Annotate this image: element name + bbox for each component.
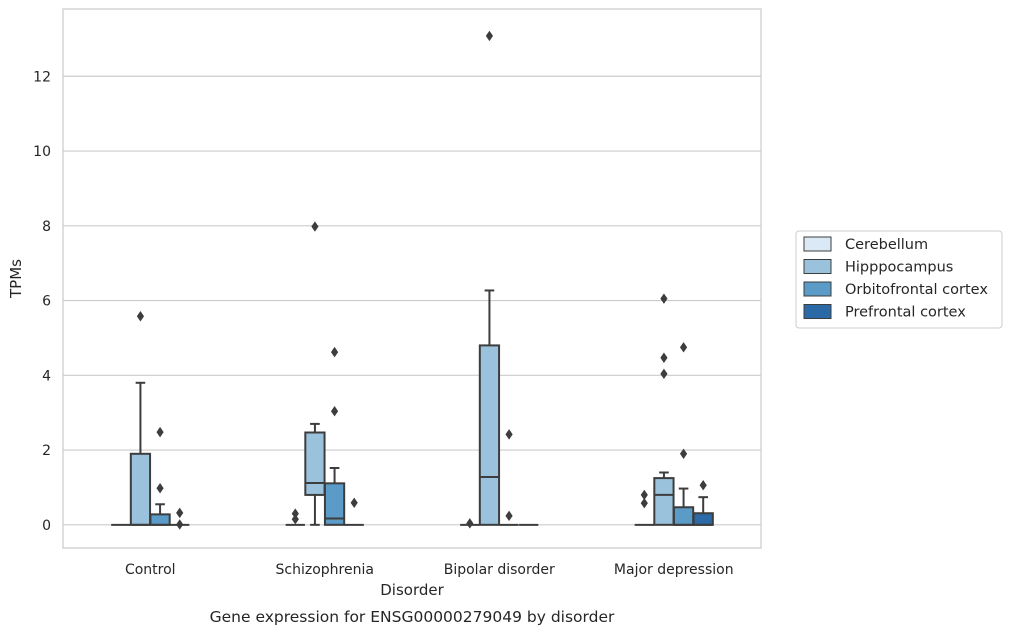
outlier-point xyxy=(679,342,688,353)
box-body xyxy=(149,513,171,526)
outlier-point xyxy=(350,497,358,508)
legend-label: Orbitofrontal cortex xyxy=(845,282,988,298)
outlier-point xyxy=(156,482,164,494)
outlier-point xyxy=(660,368,668,380)
legend-frame xyxy=(795,230,1003,329)
box-orbitofrontal-cortex xyxy=(323,346,346,526)
outlier-point xyxy=(291,508,299,519)
legend-label: Hipppocampus xyxy=(845,260,953,276)
outlier-point xyxy=(640,489,648,501)
plot-frame xyxy=(62,8,762,549)
box-orbitofrontal-cortex xyxy=(672,342,695,526)
outlier-point xyxy=(136,311,145,322)
outlier-point xyxy=(466,518,474,529)
plot-area xyxy=(63,9,761,548)
y-tick-label: 4 xyxy=(42,368,51,384)
x-axis-label: Disorder xyxy=(380,581,444,599)
outlier-point xyxy=(505,429,513,440)
outlier-point xyxy=(640,497,648,509)
x-tick-label: Schizophrenia xyxy=(276,562,374,578)
y-axis-label: TPMs xyxy=(7,259,25,299)
outlier-point xyxy=(330,405,339,417)
legend-swatch xyxy=(803,281,832,297)
outlier-point xyxy=(505,510,513,522)
box-orbitofrontal-cortex xyxy=(499,429,519,526)
y-tick-label: 2 xyxy=(42,443,51,459)
box-body xyxy=(672,506,695,526)
x-tick-label: Control xyxy=(125,562,176,578)
box-hipppocampus xyxy=(478,30,501,526)
outlier-point xyxy=(176,519,184,530)
box-hipppocampus xyxy=(304,221,326,526)
box-body xyxy=(323,482,346,526)
box-body xyxy=(304,431,326,496)
y-tick-label: 10 xyxy=(33,144,51,160)
outlier-point xyxy=(679,448,688,460)
legend: Cerebellum Hipppocampus Orbitofrontal cort… xyxy=(795,230,1003,329)
y-tick-label: 6 xyxy=(42,294,51,310)
x-tick-label: Bipolar disorder xyxy=(444,562,555,578)
outlier-point xyxy=(291,514,299,525)
box-hipppocampus xyxy=(653,293,675,526)
outlier-point xyxy=(660,293,668,304)
legend-swatch xyxy=(803,236,832,252)
box-prefrontal-cortex xyxy=(692,480,714,526)
box-body xyxy=(129,452,152,526)
y-tick-label: 0 xyxy=(42,518,51,534)
legend-label: Cerebellum xyxy=(845,237,928,253)
box-hipppocampus xyxy=(129,311,152,526)
box-prefrontal-cortex xyxy=(170,507,190,530)
y-tick-labels: 0 2 4 6 8 10 12 xyxy=(33,69,51,534)
outlier-point xyxy=(330,346,339,358)
box-orbitofrontal-cortex xyxy=(149,426,171,526)
gridlines xyxy=(63,75,761,526)
box-prefrontal-cortex xyxy=(344,497,364,526)
outlier-point xyxy=(485,30,494,42)
legend-label: Prefrontal cortex xyxy=(845,305,966,321)
legend-swatch xyxy=(803,259,832,274)
x-tick-label: Major depression xyxy=(614,562,734,578)
outlier-point xyxy=(176,507,184,519)
box-series xyxy=(111,30,714,530)
figure-caption: Gene expression for ENSG00000279049 by d… xyxy=(210,608,615,626)
outlier-point xyxy=(156,426,164,438)
x-tick-labels: Control Schizophrenia Bipolar disorder Majo… xyxy=(125,562,734,578)
box-body xyxy=(653,477,675,526)
box-body xyxy=(692,512,714,526)
outlier-point xyxy=(311,221,319,232)
outlier-point xyxy=(660,352,668,363)
y-tick-label: 12 xyxy=(33,69,51,85)
box-body xyxy=(478,344,501,526)
legend-swatch xyxy=(803,304,832,319)
y-tick-label: 8 xyxy=(42,219,51,235)
outlier-point xyxy=(699,480,707,491)
